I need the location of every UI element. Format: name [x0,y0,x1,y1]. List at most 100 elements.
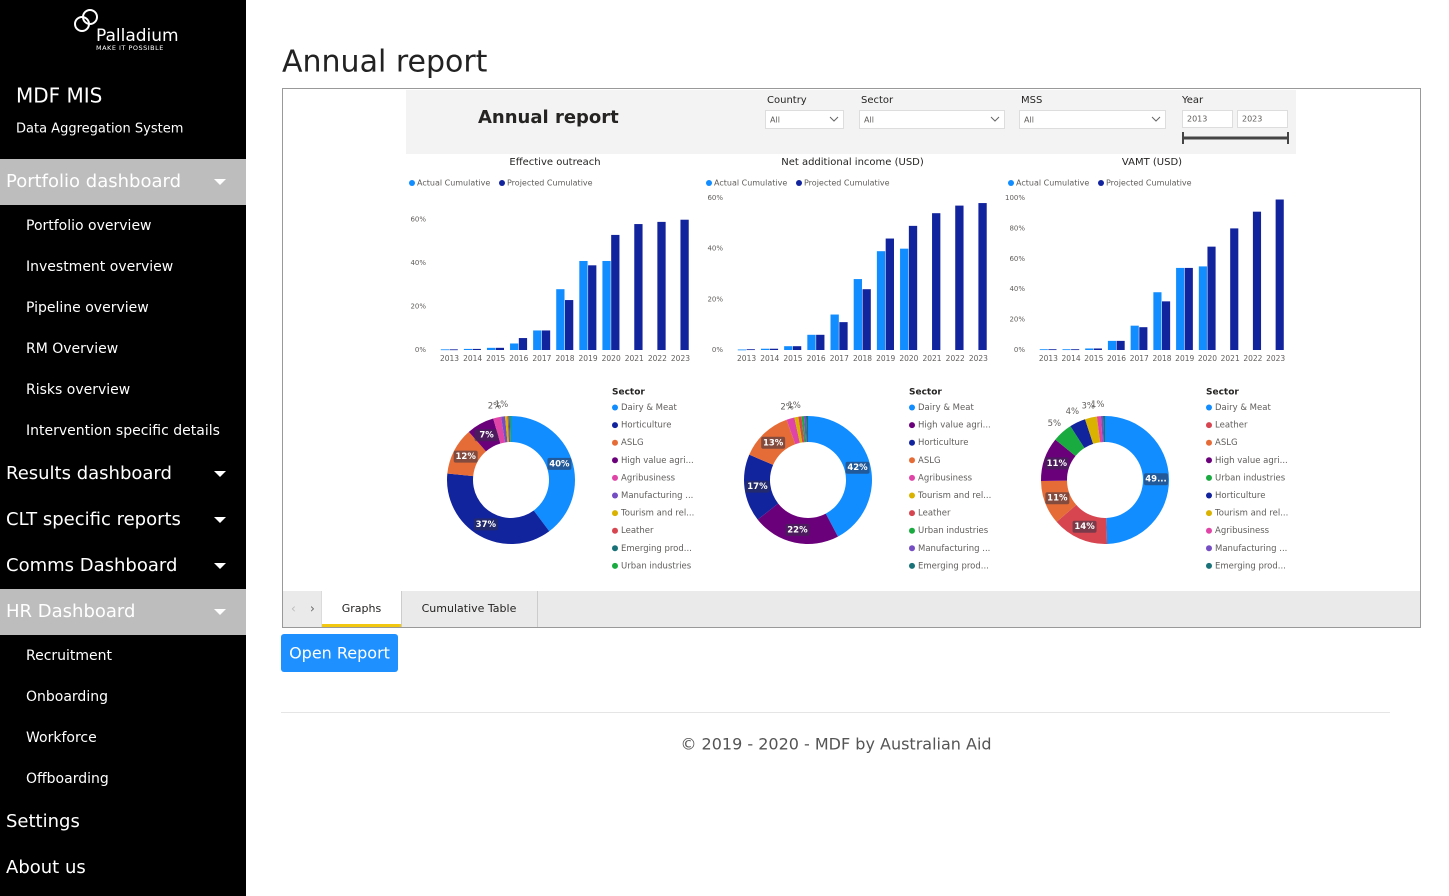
donut-slice [757,503,838,544]
x-tick-label: 2021 [922,354,941,363]
legend-label: Emerging prod... [1215,561,1286,571]
legend-label: ASLG [621,438,644,448]
page-title: Annual report [282,45,488,80]
legend-label: Leather [918,509,951,519]
data-label-bg [474,429,499,442]
data-label: 40% [549,459,570,469]
legend-label: Agribusiness [918,473,973,483]
legend-swatch [909,492,915,499]
legend-swatch [1206,439,1212,446]
filters: Country All Sector All MSS All Year 2013 2023 [765,95,1289,144]
year-box[interactable] [1237,110,1288,128]
bar [588,265,597,350]
filter-dropdown[interactable] [859,110,1005,129]
x-tick-label: 2017 [532,354,551,363]
legend-swatch [1098,180,1104,186]
nav-subitem[interactable]: Risks overview [26,382,130,398]
filter-dropdown[interactable] [1019,110,1166,129]
legend-label: High value agri... [1215,456,1288,466]
x-tick-label: 2023 [671,354,690,363]
open-report-button[interactable] [281,634,398,672]
nav-subitem[interactable]: Pipeline overview [26,300,149,316]
nav-subitem[interactable]: Portfolio overview [26,218,152,234]
legend-swatch [1206,510,1212,517]
tab-next[interactable]: › [310,602,315,616]
donut-slice [509,416,511,443]
legend-label: Horticulture [621,421,671,431]
nav-subitem[interactable]: Investment overview [26,259,173,275]
bar [932,213,941,350]
x-tick-label: 2016 [1107,354,1126,363]
bar [510,343,519,350]
x-tick-label: 2013 [737,354,756,363]
bar [1039,349,1048,351]
year-box[interactable] [1182,110,1233,128]
bar [486,347,496,350]
y-tick-label: 100% [1005,194,1025,202]
nav-subitem[interactable]: Recruitment [26,648,113,664]
nav-subitem[interactable]: Intervention specific details [26,423,220,439]
y-tick-label: 0% [1014,346,1025,354]
nav-subitem[interactable]: Onboarding [26,689,108,705]
bar [518,338,528,350]
bar [978,203,987,350]
legend-swatch [612,404,618,411]
year-to: 2023 [1242,115,1262,124]
nav-subitem[interactable]: Workforce [26,730,97,746]
legend-label: Actual Cumulative [417,179,490,188]
nav-item[interactable]: Settings [6,811,80,832]
nav-item[interactable]: About us [6,857,86,878]
x-tick-label: 2013 [1039,354,1058,363]
bar [816,334,825,350]
bar [876,251,886,350]
data-label: 5% [1048,419,1062,429]
tab[interactable]: Graphs [342,602,382,615]
nav-item[interactable]: HR Dashboard [6,601,135,622]
chart-title: Effective outreach [509,157,600,168]
donut-slice [798,416,805,443]
bar [885,238,894,350]
legend-swatch [706,180,712,186]
data-label: 2% [780,402,794,412]
filter-value: All [864,116,874,125]
legend-label: Projected Cumulative [804,179,890,188]
x-tick-label: 2021 [625,354,644,363]
legend-label: Horticulture [918,438,968,448]
app-subtitle: Data Aggregation System [16,122,183,137]
tab-underline [322,624,401,627]
tab-prev[interactable]: ‹ [291,602,296,616]
filter-label: Country [767,95,807,106]
nav-caret [214,563,226,569]
data-label: 4% [1066,407,1080,417]
x-tick-label: 2014 [1062,354,1081,363]
nav-item[interactable]: Results dashboard [6,463,172,484]
filter-value: All [1024,116,1034,125]
nav-item[interactable]: Portfolio dashboard [6,171,181,192]
nav: Portfolio dashboard Portfolio overview Inv… [0,159,246,878]
legend-swatch [909,404,915,411]
bar [760,348,770,350]
nav-item[interactable]: CLT specific reports [6,509,181,530]
bar [495,347,505,350]
y-tick-label: 60% [410,216,426,224]
donut-slice [1105,416,1169,544]
legend-swatch [1206,492,1212,499]
filter-dropdown[interactable] [765,110,844,129]
bar [908,225,918,350]
x-tick-label: 2022 [648,354,667,363]
legend-label: Tourism and rel... [917,491,991,501]
bar [1252,211,1262,350]
legend-title: Sector [909,388,942,398]
legend-swatch [1206,422,1212,429]
nav-subitem[interactable]: RM Overview [26,341,118,357]
bar [1130,325,1139,350]
nav-subitem[interactable]: Offboarding [26,771,109,787]
bar [680,219,689,350]
tab[interactable]: Cumulative Table [422,602,517,615]
legend-label: Actual Cumulative [1016,179,1089,188]
logo-tagline: MAKE IT POSSIBLE [96,44,164,52]
y-tick-label: 40% [1009,285,1025,293]
nav-item[interactable]: Comms Dashboard [6,555,177,576]
data-label-bg [1072,520,1097,533]
